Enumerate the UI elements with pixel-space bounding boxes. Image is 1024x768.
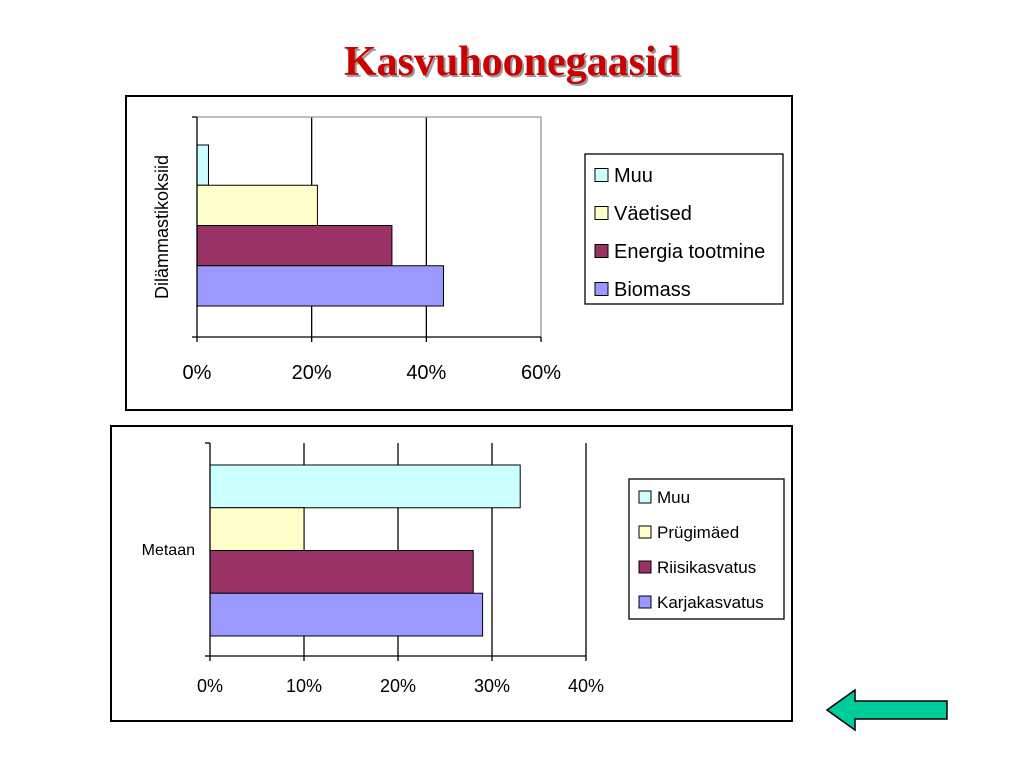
legend-label-4: Biomass	[614, 279, 691, 301]
bar-1	[196, 144, 209, 186]
x-tick-label: 0%	[183, 362, 212, 384]
legend-label-2: Väetised	[614, 203, 692, 225]
legend-swatch-2	[594, 206, 609, 220]
chart-methane-plot: 0% 10% 20% 30% 40% Metaan Muu Prügimäed Riisikas…	[142, 442, 785, 696]
legend-swatch-2	[638, 525, 652, 539]
legend-label-3: Energia tootmine	[614, 241, 765, 263]
bar-2	[196, 184, 318, 226]
legend-label-1: Muu	[614, 165, 653, 187]
legend-label-4: Karjakasvatus	[657, 593, 764, 612]
category-label: Metaan	[142, 542, 195, 559]
chart-nitrous-oxide-plot: 0% 20% 40% 60% Dilämmastikoksiid Muu Väetised E…	[152, 116, 784, 384]
x-tick-label: 40%	[406, 362, 446, 384]
x-tick-label: 20%	[292, 362, 332, 384]
legend-label-3: Riisikasvatus	[657, 558, 756, 577]
x-tick-label: 40%	[568, 676, 604, 696]
legend-swatch-1	[594, 168, 609, 182]
legend-swatch-4	[638, 595, 652, 609]
x-tick-label: 0%	[197, 676, 223, 696]
bar-4	[209, 592, 484, 637]
bar-3	[196, 225, 393, 267]
legend-label-1: Muu	[657, 488, 690, 507]
x-tick-label: 60%	[521, 362, 561, 384]
y-axis-label: Dilämmastikoksiid	[152, 155, 172, 299]
legend-swatch-3	[594, 244, 609, 258]
legend-swatch-3	[638, 560, 652, 574]
x-tick-label: 20%	[380, 676, 416, 696]
bar-2	[209, 507, 305, 551]
legend-swatch-1	[638, 490, 652, 504]
page-title: Kasvuhoonegaasid	[343, 39, 681, 85]
legend-box	[628, 478, 785, 620]
legend-box	[584, 153, 784, 305]
x-tick-label: 10%	[286, 676, 322, 696]
legend-label-2: Prügimäed	[657, 523, 739, 542]
bar-4	[196, 265, 445, 307]
bar-1	[209, 464, 521, 509]
legend-swatch-4	[594, 282, 609, 296]
chart-nitrous-oxide: 0% 20% 40% 60% Dilämmastikoksiid Muu Väetised E…	[125, 95, 793, 411]
bar-3	[209, 550, 474, 594]
x-tick-label: 30%	[474, 676, 510, 696]
chart-methane: 0% 10% 20% 30% 40% Metaan Muu Prügimäed Riisikas…	[110, 425, 793, 722]
back-arrow-icon[interactable]	[825, 688, 949, 732]
